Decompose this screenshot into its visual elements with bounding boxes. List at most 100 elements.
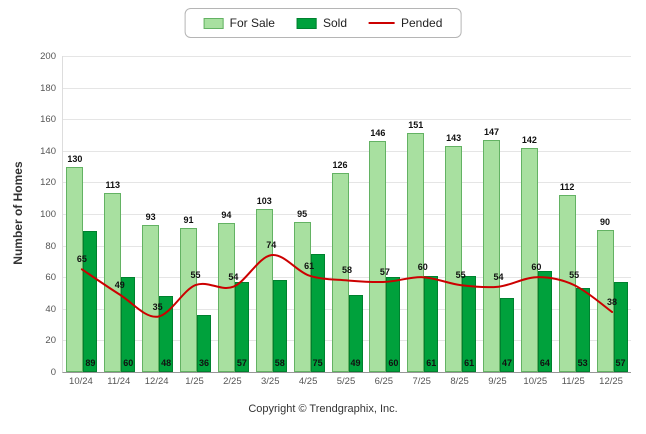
x-tick-label: 7/25	[412, 376, 431, 387]
legend: For Sale Sold Pended	[184, 8, 462, 38]
pended-value-label: 58	[341, 265, 352, 276]
pended-value-label: 55	[569, 270, 580, 281]
sold-value-label: 47	[501, 358, 512, 368]
for-sale-value-label: 91	[183, 215, 194, 226]
legend-item-for-sale: For Sale	[203, 16, 275, 30]
y-tick-label: 0	[50, 367, 56, 378]
legend-item-sold: Sold	[296, 16, 348, 30]
x-tick-label: 2/25	[223, 376, 242, 387]
x-tick-label: 12/24	[144, 376, 169, 387]
y-tick-label: 140	[40, 145, 56, 157]
for-sale-bar	[520, 147, 538, 372]
for-sale-bar	[558, 195, 576, 372]
for-sale-value-label: 94	[221, 210, 232, 221]
pended-value-label: 55	[190, 270, 201, 281]
sold-value-label: 48	[161, 358, 172, 368]
for-sale-bar	[255, 209, 273, 372]
for-sale-bar	[407, 133, 425, 372]
for-sale-value-label: 112	[559, 182, 575, 193]
for-sale-bar	[66, 166, 84, 372]
pended-value-label: 35	[152, 301, 163, 312]
sold-swatch-icon	[296, 17, 317, 29]
copyright-text: Copyright © Trendgraphix, Inc.	[248, 403, 398, 415]
for-sale-bar	[142, 225, 160, 372]
for-sale-value-label: 146	[370, 128, 386, 139]
x-tick-label: 12/25	[599, 376, 623, 387]
plot-area: 130 89 113 60 93 48 91 36 94 57 103 58 95 75 126 49 146 6…	[62, 56, 631, 373]
sold-value-label: 89	[85, 358, 96, 368]
y-tick-label: 20	[45, 335, 56, 347]
y-tick-label: 120	[40, 177, 56, 189]
pended-value-label: 61	[304, 260, 315, 271]
gridline	[63, 150, 631, 152]
sold-value-label: 49	[350, 358, 361, 368]
for-sale-value-label: 95	[297, 208, 308, 219]
x-tick-label: 1/25	[185, 376, 204, 387]
pended-value-label: 54	[493, 271, 504, 282]
pended-value-label: 49	[114, 279, 125, 290]
sold-value-label: 36	[199, 358, 210, 368]
sold-value-label: 57	[615, 358, 626, 368]
for-sale-value-label: 142	[521, 134, 537, 145]
x-tick-label: 11/25	[561, 376, 585, 387]
y-tick-label: 80	[45, 240, 56, 252]
pended-value-label: 74	[266, 240, 277, 251]
y-tick-label: 60	[45, 272, 56, 284]
y-tick-label: 40	[45, 303, 56, 315]
gridline	[63, 119, 631, 121]
sold-value-label: 75	[312, 358, 323, 368]
y-tick-label: 200	[40, 51, 56, 62]
gridline	[63, 56, 631, 57]
x-tick-label: 3/25	[261, 376, 280, 387]
for-sale-bar	[293, 221, 311, 372]
x-tick-label: 5/25	[336, 376, 356, 387]
for-sale-bar	[369, 141, 387, 372]
x-tick-label: 8/25	[450, 376, 469, 387]
legend-label-pended: Pended	[401, 16, 443, 30]
pended-value-label: 38	[607, 296, 618, 307]
pended-value-label: 55	[455, 270, 466, 281]
for-sale-bar	[217, 223, 235, 372]
for-sale-value-label: 147	[483, 126, 499, 137]
sold-value-label: 57	[236, 358, 247, 368]
y-tick-label: 100	[40, 209, 56, 220]
sold-bar	[613, 281, 628, 372]
sold-bar	[537, 270, 552, 372]
for-sale-bar	[482, 139, 500, 372]
for-sale-value-label: 93	[145, 212, 156, 223]
for-sale-bar	[180, 228, 198, 372]
for-sale-value-label: 126	[332, 159, 348, 170]
for-sale-bar	[445, 146, 463, 372]
x-tick-label: 10/24	[69, 376, 93, 387]
sold-value-label: 64	[539, 358, 550, 368]
for-sale-value-label: 130	[67, 153, 83, 164]
pended-value-label: 65	[76, 254, 87, 265]
sold-value-label: 60	[388, 358, 399, 368]
sold-value-label: 53	[577, 358, 588, 368]
pended-value-label: 60	[417, 262, 428, 273]
sold-value-label: 58	[274, 358, 285, 368]
gridline	[63, 87, 631, 89]
x-tick-label: 10/25	[523, 376, 548, 387]
for-sale-swatch-icon	[203, 17, 224, 29]
sold-value-label: 61	[426, 358, 437, 368]
legend-label-sold: Sold	[322, 16, 348, 30]
y-tick-label: 180	[40, 82, 56, 94]
sold-value-label: 60	[123, 358, 134, 368]
x-tick-label: 4/25	[298, 376, 318, 387]
pended-value-label: 60	[531, 262, 542, 273]
y-tick-label: 160	[40, 114, 56, 126]
pended-value-label: 54	[228, 271, 239, 282]
sold-bar	[83, 231, 98, 372]
for-sale-value-label: 90	[600, 216, 611, 227]
x-tick-label: 11/24	[107, 376, 131, 387]
x-tick-label: 9/25	[488, 376, 507, 387]
for-sale-value-label: 143	[446, 133, 462, 144]
legend-label-for-sale: For Sale	[229, 16, 275, 30]
sold-value-label: 61	[464, 358, 475, 368]
for-sale-value-label: 151	[408, 120, 424, 131]
pended-line-swatch-icon	[369, 22, 396, 24]
for-sale-value-label: 103	[256, 196, 272, 207]
x-tick-label: 6/25	[374, 376, 394, 387]
